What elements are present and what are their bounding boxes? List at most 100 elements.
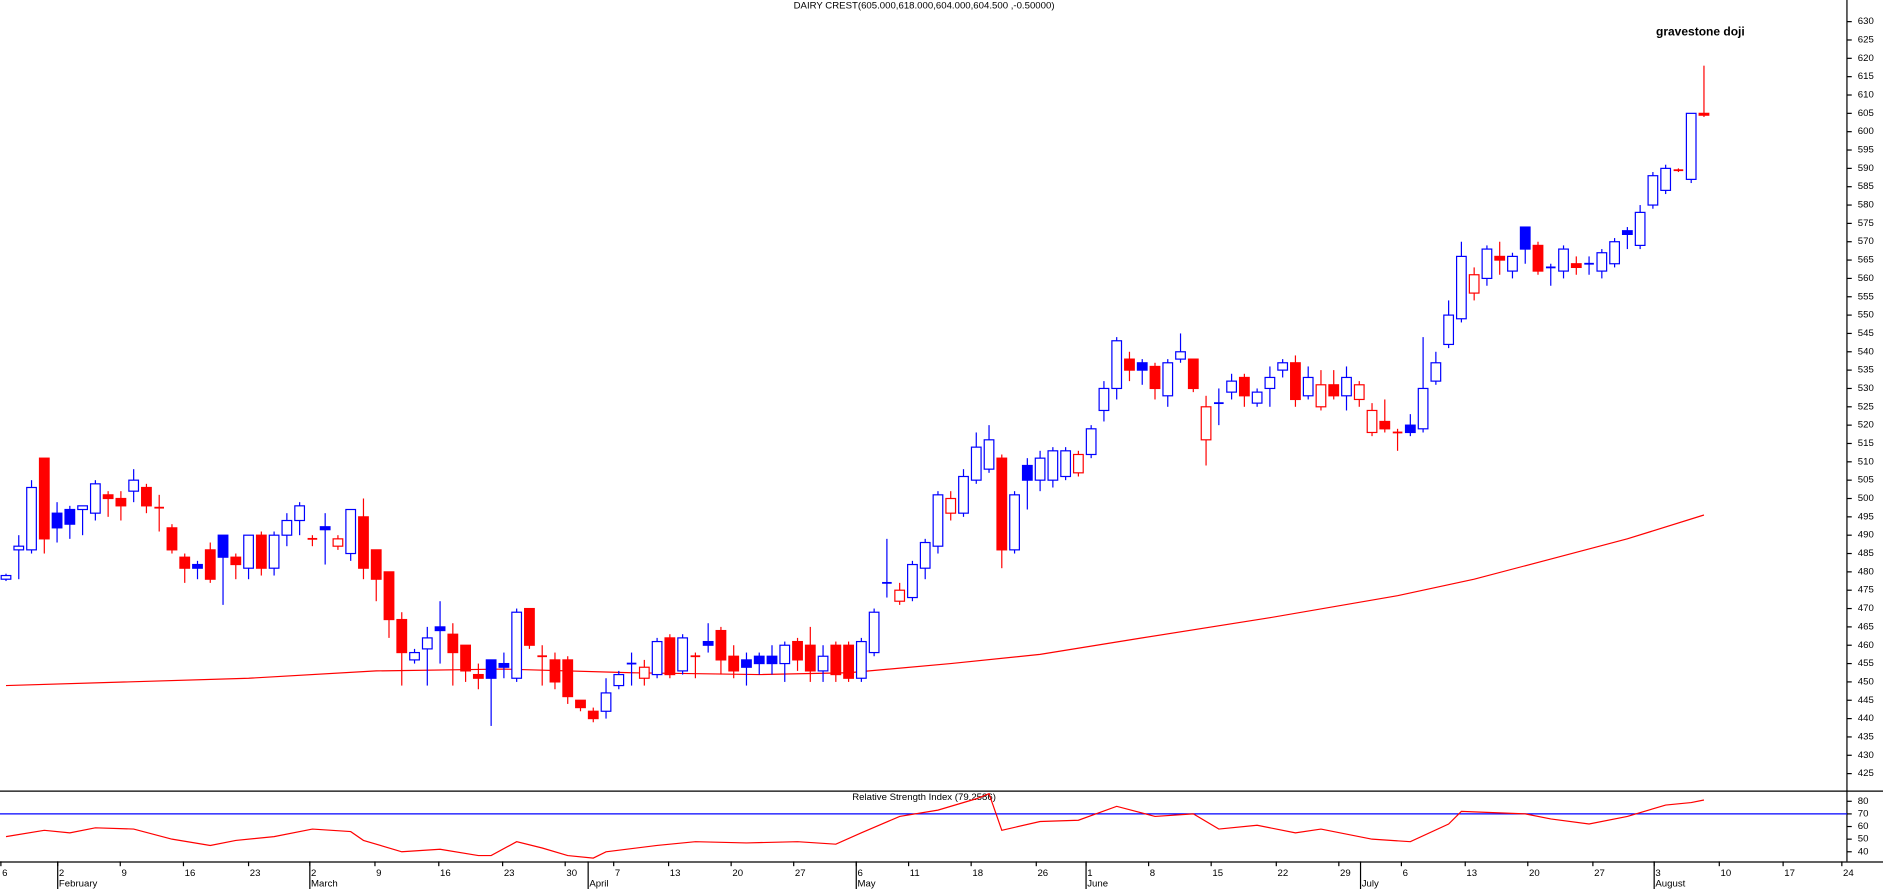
candle-body bbox=[1021, 464, 1033, 481]
candle-body bbox=[485, 659, 497, 679]
x-tick-label: 27 bbox=[1594, 868, 1605, 879]
candle-body bbox=[217, 534, 229, 558]
candle-body bbox=[166, 527, 178, 551]
candle-body bbox=[919, 541, 931, 569]
candle-body bbox=[562, 659, 574, 698]
candle-body bbox=[1685, 112, 1697, 180]
candle-body bbox=[319, 526, 331, 531]
candle-body bbox=[51, 512, 63, 529]
candle-body bbox=[1379, 420, 1391, 430]
candle-body bbox=[204, 549, 216, 580]
x-tick-label: 17 bbox=[1784, 868, 1795, 879]
candle-body bbox=[843, 644, 855, 679]
month-label: April bbox=[589, 879, 608, 889]
x-tick-label: 9 bbox=[376, 868, 381, 879]
y-tick-label: 540 bbox=[1858, 346, 1874, 357]
x-tick-label: 16 bbox=[185, 868, 196, 879]
candle-body bbox=[664, 637, 676, 676]
candle-body bbox=[1251, 391, 1263, 404]
candle-body bbox=[945, 497, 957, 514]
candle-body bbox=[1341, 376, 1352, 397]
candle-body bbox=[894, 589, 906, 602]
y-tick-label: 585 bbox=[1858, 181, 1874, 192]
y-tick-label: 515 bbox=[1858, 438, 1874, 449]
candle-body bbox=[128, 479, 140, 492]
candle-body bbox=[779, 644, 791, 665]
candle-body bbox=[907, 563, 918, 599]
candle-body bbox=[268, 534, 280, 569]
candle-body bbox=[447, 633, 459, 654]
y-tick-label: 575 bbox=[1858, 218, 1874, 229]
y-tick-label: 500 bbox=[1858, 493, 1874, 504]
x-tick-label: 16 bbox=[440, 868, 451, 879]
candle-body bbox=[830, 644, 842, 676]
candle-body bbox=[741, 659, 752, 668]
y-tick-label: 460 bbox=[1858, 640, 1874, 651]
candle-body bbox=[638, 666, 650, 679]
candle-body bbox=[332, 538, 344, 547]
candle-body bbox=[1570, 263, 1582, 269]
x-tick-label: 6 bbox=[857, 868, 862, 879]
candle-body bbox=[587, 710, 599, 720]
y-tick-label: 530 bbox=[1858, 383, 1874, 394]
x-tick-label: 26 bbox=[1037, 868, 1048, 879]
candle-body bbox=[1455, 255, 1467, 320]
candle-body bbox=[817, 655, 829, 672]
candle-body bbox=[1034, 457, 1046, 481]
y-tick-label: 590 bbox=[1858, 163, 1874, 174]
x-tick-label: 2 bbox=[311, 868, 316, 879]
x-tick-label: 24 bbox=[1843, 868, 1854, 879]
x-tick-label: 2 bbox=[59, 868, 64, 879]
x-tick-label: 22 bbox=[1277, 868, 1288, 879]
candle-body bbox=[524, 607, 535, 646]
y-tick-label: 445 bbox=[1858, 695, 1874, 706]
candle-body bbox=[421, 637, 433, 650]
annotation: gravestone doji bbox=[1656, 25, 1745, 39]
y-tick-label: 620 bbox=[1858, 53, 1874, 64]
candle-body bbox=[409, 651, 420, 661]
candle-body bbox=[472, 673, 484, 679]
candle-body bbox=[1660, 167, 1672, 191]
x-tick-label: 20 bbox=[732, 868, 743, 879]
candle-body bbox=[1621, 230, 1633, 235]
candle-body bbox=[792, 640, 803, 661]
candle-body bbox=[1404, 424, 1416, 434]
candle-body bbox=[255, 534, 267, 569]
candle-body bbox=[996, 457, 1008, 551]
candle-body bbox=[1366, 409, 1378, 434]
y-tick-label: 60 bbox=[1858, 821, 1869, 832]
candle-body bbox=[345, 508, 357, 555]
candle-body bbox=[728, 655, 740, 672]
x-tick-label: 11 bbox=[910, 868, 920, 879]
y-tick-label: 625 bbox=[1858, 35, 1874, 46]
y-tick-label: 580 bbox=[1858, 200, 1874, 211]
x-tick-label: 13 bbox=[670, 868, 681, 879]
candle-body bbox=[651, 640, 663, 676]
candle-body bbox=[358, 516, 369, 569]
candle-body bbox=[1302, 376, 1314, 397]
y-tick-label: 545 bbox=[1858, 328, 1874, 339]
y-tick-label: 520 bbox=[1858, 420, 1874, 431]
candle-body bbox=[460, 644, 472, 672]
y-tick-label: 435 bbox=[1858, 731, 1874, 742]
candle-body bbox=[1315, 384, 1327, 408]
candle-body bbox=[1507, 255, 1518, 272]
candle-body bbox=[1187, 358, 1199, 390]
y-tick-label: 525 bbox=[1858, 401, 1874, 412]
candle-body bbox=[677, 637, 689, 672]
x-tick-label: 7 bbox=[615, 868, 620, 879]
y-tick-label: 425 bbox=[1858, 768, 1874, 779]
candle-body bbox=[1200, 406, 1212, 441]
y-tick-label: 80 bbox=[1858, 796, 1869, 807]
y-tick-label: 615 bbox=[1858, 71, 1874, 82]
candle-body bbox=[77, 505, 89, 511]
candle-body bbox=[498, 662, 510, 668]
month-label: July bbox=[1362, 879, 1379, 889]
candle-body bbox=[715, 629, 727, 661]
y-tick-label: 475 bbox=[1858, 585, 1874, 596]
y-tick-label: 470 bbox=[1858, 603, 1874, 614]
month-label: August bbox=[1655, 879, 1685, 889]
candle-body bbox=[179, 556, 191, 569]
